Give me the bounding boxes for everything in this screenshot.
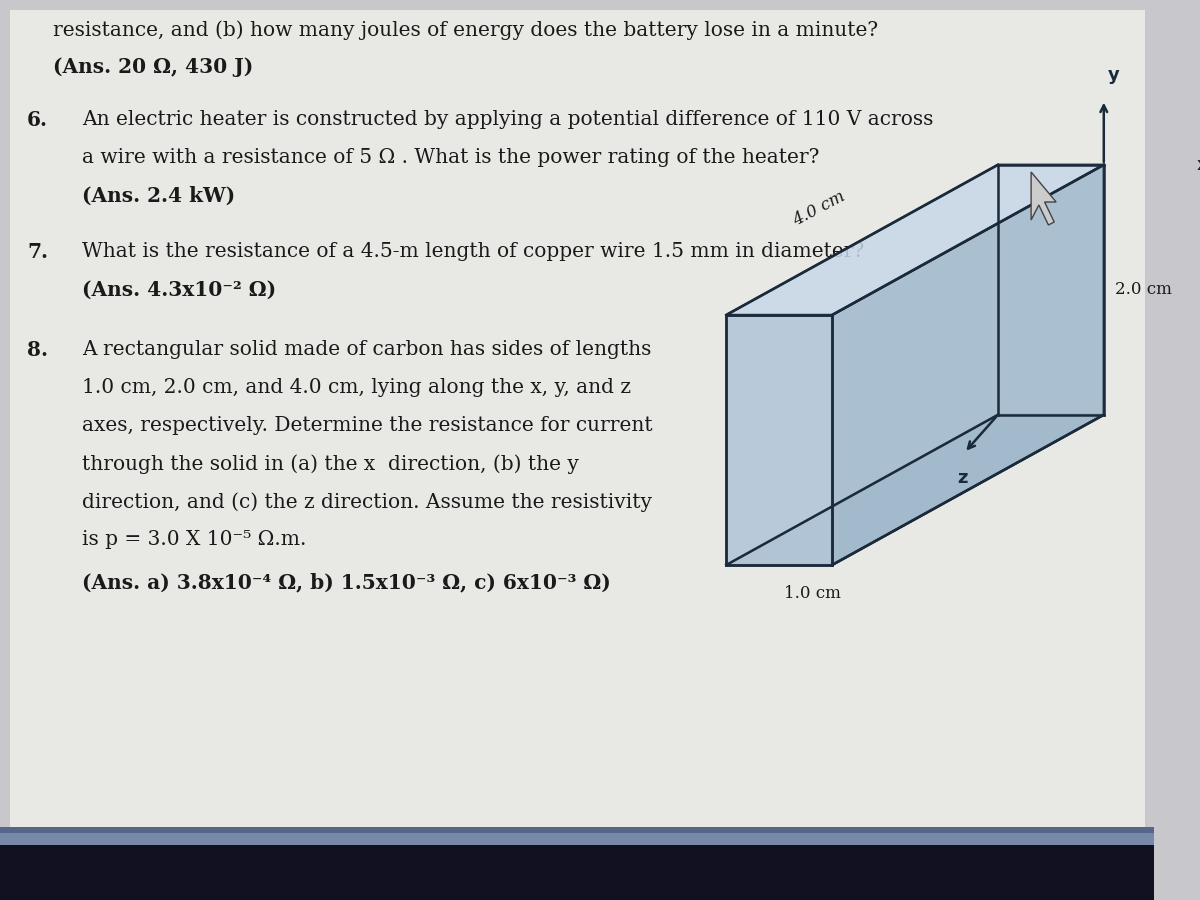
Text: (Ans. 4.3x10⁻² Ω): (Ans. 4.3x10⁻² Ω) [82,280,276,300]
Bar [0,827,1154,833]
Text: axes, respectively. Determine the resistance for current: axes, respectively. Determine the resist… [82,416,653,435]
Text: direction, and (c) the z direction. Assume the resistivity: direction, and (c) the z direction. Assu… [82,492,652,512]
Text: 1.0 cm: 1.0 cm [785,585,841,602]
Text: 7.: 7. [26,242,48,262]
Text: 2.0 cm: 2.0 cm [1115,282,1172,298]
Text: a wire with a resistance of 5 Ω . What is the power rating of the heater?: a wire with a resistance of 5 Ω . What i… [82,148,820,167]
Text: z: z [958,469,967,487]
Text: (Ans. a) 3.8x10⁻⁴ Ω, b) 1.5x10⁻³ Ω, c) 6x10⁻³ Ω): (Ans. a) 3.8x10⁻⁴ Ω, b) 1.5x10⁻³ Ω, c) 6… [82,572,611,592]
Bar [0,833,1154,845]
FancyBboxPatch shape [10,10,1145,845]
Text: What is the resistance of a 4.5-m length of copper wire 1.5 mm in diameter?: What is the resistance of a 4.5-m length… [82,242,864,261]
Text: A rectangular solid made of carbon has sides of lengths: A rectangular solid made of carbon has s… [82,340,652,359]
Text: (Ans. 2.4 kW): (Ans. 2.4 kW) [82,186,235,206]
Text: (Ans. 20 Ω, 430 J): (Ans. 20 Ω, 430 J) [53,57,253,77]
Text: x: x [1196,156,1200,174]
Text: An electric heater is constructed by applying a potential difference of 110 V ac: An electric heater is constructed by app… [82,110,934,129]
Text: resistance, and (b) how many joules of energy does the battery lose in a minute?: resistance, and (b) how many joules of e… [53,20,878,40]
Polygon shape [832,165,1104,565]
Text: y: y [1108,66,1120,84]
Text: through the solid in (a) the x  direction, (b) the y: through the solid in (a) the x direction… [82,454,578,473]
Text: 8.: 8. [26,340,48,360]
Text: is p = 3.0 X 10⁻⁵ Ω.m.: is p = 3.0 X 10⁻⁵ Ω.m. [82,530,306,549]
Polygon shape [726,315,832,565]
Polygon shape [1031,172,1056,225]
Bar [0,845,1154,900]
Polygon shape [726,165,1104,315]
Text: 1.0 cm, 2.0 cm, and 4.0 cm, lying along the x, y, and z: 1.0 cm, 2.0 cm, and 4.0 cm, lying along … [82,378,631,397]
Text: 4.0 cm: 4.0 cm [790,188,848,230]
Text: 6.: 6. [26,110,48,130]
Polygon shape [726,415,1104,565]
